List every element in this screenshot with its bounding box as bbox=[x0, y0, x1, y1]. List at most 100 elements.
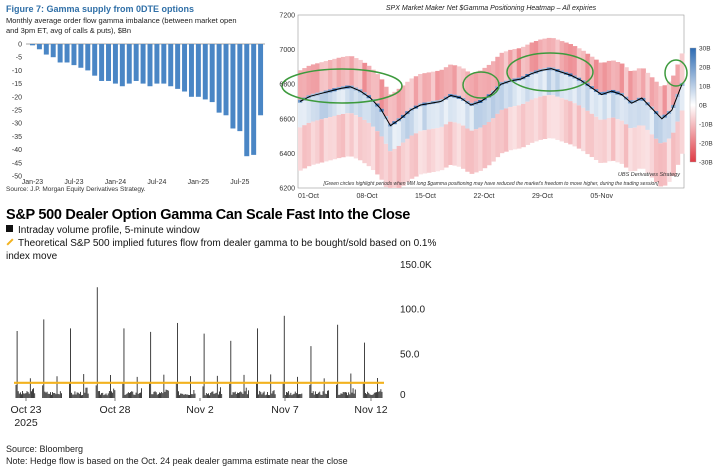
heatmap-cell bbox=[559, 98, 565, 142]
heatmap-cell bbox=[482, 67, 488, 98]
y-tick-label: 0 bbox=[18, 42, 22, 49]
heatmap-cell bbox=[392, 91, 398, 122]
heatmap-cell bbox=[396, 88, 402, 119]
heatmap-cell bbox=[675, 64, 681, 94]
heatmap-cell bbox=[315, 120, 320, 164]
heatmap-cell bbox=[636, 100, 642, 126]
heatmap-cell bbox=[323, 61, 329, 91]
y-tick-label: 50.0 bbox=[400, 349, 420, 360]
x-tick-label: Jul-23 bbox=[64, 179, 83, 186]
heatmap-cell bbox=[482, 124, 488, 169]
heatmap-cell bbox=[499, 85, 505, 110]
spx-index-line bbox=[299, 68, 683, 127]
bar bbox=[202, 44, 208, 100]
heatmap-cell bbox=[400, 142, 406, 186]
heatmap-cell bbox=[452, 122, 458, 166]
heatmap-cell bbox=[559, 41, 565, 71]
colorbar bbox=[689, 47, 697, 163]
x-tick-label: Jul-25 bbox=[230, 179, 249, 186]
heatmap-cell bbox=[435, 70, 441, 101]
heatmap-cell bbox=[615, 119, 621, 163]
heatmap-cell bbox=[370, 69, 376, 100]
y-tick-label: -50 bbox=[12, 174, 22, 181]
heatmap-cell bbox=[589, 89, 595, 114]
heatmap-cell bbox=[576, 105, 582, 149]
heatmap-cell bbox=[508, 82, 513, 107]
heatmap-cell bbox=[658, 143, 664, 187]
heatmap-cell bbox=[486, 122, 492, 166]
heatmap-cell bbox=[649, 134, 655, 178]
heatmap-cell bbox=[636, 125, 642, 169]
y-tick-label: 100.0 bbox=[400, 305, 425, 316]
heatmap-cell bbox=[443, 67, 449, 97]
heatmap-cell bbox=[662, 142, 668, 186]
heatmap-cell bbox=[358, 59, 363, 90]
panel1-title: Figure 7: Gamma supply from 0DTE options bbox=[6, 4, 195, 14]
bar bbox=[195, 44, 201, 97]
heatmap-cell bbox=[422, 105, 428, 131]
heatmap-cell bbox=[666, 81, 672, 111]
heatmap-cell bbox=[529, 75, 535, 100]
y-tick-label: -35 bbox=[12, 134, 22, 141]
heatmap-cell bbox=[508, 106, 513, 151]
y-tick-label: 6600 bbox=[279, 116, 295, 123]
heatmap-cell bbox=[645, 105, 651, 130]
heatmap-cell bbox=[538, 96, 543, 140]
heatmap-cell bbox=[576, 48, 582, 78]
heatmap-cell bbox=[572, 78, 578, 104]
bar bbox=[43, 44, 49, 55]
x-tick-label: Nov 2 bbox=[186, 404, 214, 416]
heatmap-cell bbox=[679, 53, 685, 83]
heatmap-cell bbox=[658, 118, 664, 144]
heatmap-cell bbox=[370, 102, 376, 127]
heatmap-cell bbox=[418, 74, 423, 104]
bar bbox=[140, 44, 146, 84]
heatmap-cell bbox=[383, 143, 389, 188]
y-tick-label: -15 bbox=[12, 81, 22, 88]
heatmap-cell bbox=[375, 106, 380, 132]
heatmap-cell bbox=[332, 115, 338, 160]
heatmap-cell bbox=[598, 95, 604, 120]
heatmap-cell bbox=[563, 75, 569, 100]
heatmap-cell bbox=[581, 50, 586, 81]
heatmap-cell bbox=[503, 51, 509, 81]
heatmap-cell bbox=[628, 103, 634, 129]
heatmap-cell bbox=[430, 104, 436, 129]
heatmap-credit: UBS Derivatives Strategy bbox=[618, 172, 681, 178]
bar bbox=[182, 44, 188, 92]
bar bbox=[161, 44, 167, 84]
heatmap-cell bbox=[619, 96, 625, 121]
heatmap-cell bbox=[606, 93, 612, 118]
x-tick-label: 15-Oct bbox=[415, 193, 436, 200]
heatmap-cell bbox=[495, 113, 501, 158]
heatmap-cell bbox=[362, 62, 368, 93]
heatmap-cell bbox=[400, 117, 406, 143]
heatmap-cell bbox=[392, 124, 398, 149]
heatmap-cell bbox=[409, 110, 415, 136]
y-tick-label: 6800 bbox=[279, 82, 295, 89]
heatmap-cell bbox=[418, 106, 423, 132]
highlight-circle bbox=[281, 68, 403, 104]
heatmap-cell bbox=[396, 121, 402, 146]
heatmap-cell bbox=[332, 58, 338, 89]
heatmap-cell bbox=[315, 63, 320, 93]
legend-flow-label: Theoretical S&P 500 implied futures flow… bbox=[6, 238, 437, 262]
heatmap-footnote: [Green circles highlight periods when MM… bbox=[322, 181, 659, 187]
heatmap-cell bbox=[439, 102, 445, 127]
heatmap-cell bbox=[340, 113, 346, 158]
heatmap-cell bbox=[383, 119, 389, 144]
heatmap-cell bbox=[585, 53, 591, 84]
heatmap-cell bbox=[456, 123, 462, 167]
heatmap-cell bbox=[606, 60, 612, 91]
heatmap-cell bbox=[503, 83, 509, 109]
year-label: 2025 bbox=[14, 417, 38, 429]
heatmap-cell bbox=[602, 62, 608, 92]
x-tick-label: Jan-23 bbox=[22, 179, 44, 186]
heatmap-cell bbox=[585, 110, 591, 155]
heatmap-cell bbox=[623, 67, 629, 97]
heatmap-cell bbox=[452, 97, 458, 123]
heatmap-cell bbox=[649, 109, 655, 135]
heatmap-cell bbox=[593, 116, 599, 160]
bar bbox=[92, 44, 98, 76]
heatmap-cell bbox=[353, 115, 359, 159]
